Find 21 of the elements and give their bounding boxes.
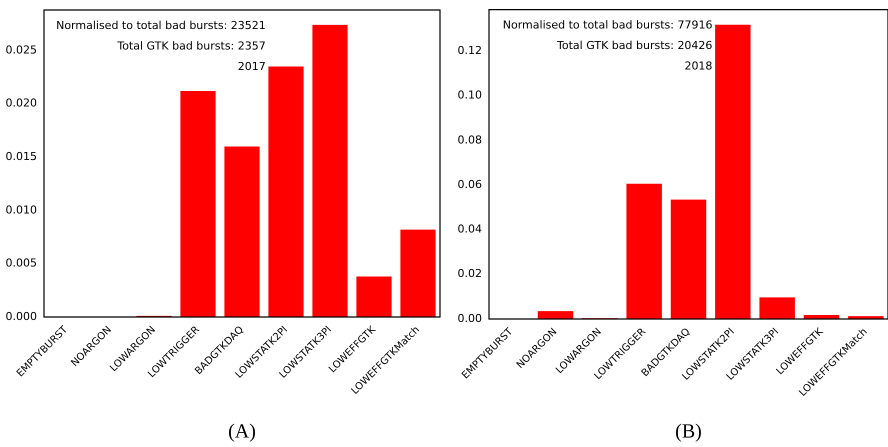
y-tick-label: 0.08 [458,133,482,146]
text: (B) [675,420,702,442]
y-tick-label: 0.000 [6,310,37,323]
annotation: 2017 [238,60,266,73]
y-tick-label: 0.12 [458,44,482,57]
y-tick-label: 0.00 [458,312,482,325]
y-tick-label: 0.10 [458,88,482,102]
annotation: Normalised to total bad bursts: 77916 [502,18,712,32]
annotation: Normalised to total bad bursts: 23521 [56,18,266,32]
y-tick-label: 0.020 [6,96,37,110]
annotation: Total GTK bad bursts: 20426 [556,38,712,52]
y-tick-label: 0.06 [458,178,482,191]
y-tick-label: 0.02 [458,267,482,280]
annotation: Total GTK bad bursts: 2357 [116,39,266,52]
y-tick-label: 0.005 [6,256,37,270]
y-tick-label: 0.025 [6,43,37,56]
y-tick-label: 0.04 [458,222,482,236]
y-tick-label: 0.015 [6,150,37,163]
y-tick-label: 0.010 [6,203,37,216]
text: (A) [228,420,256,442]
annotation: 2018 [684,59,712,72]
